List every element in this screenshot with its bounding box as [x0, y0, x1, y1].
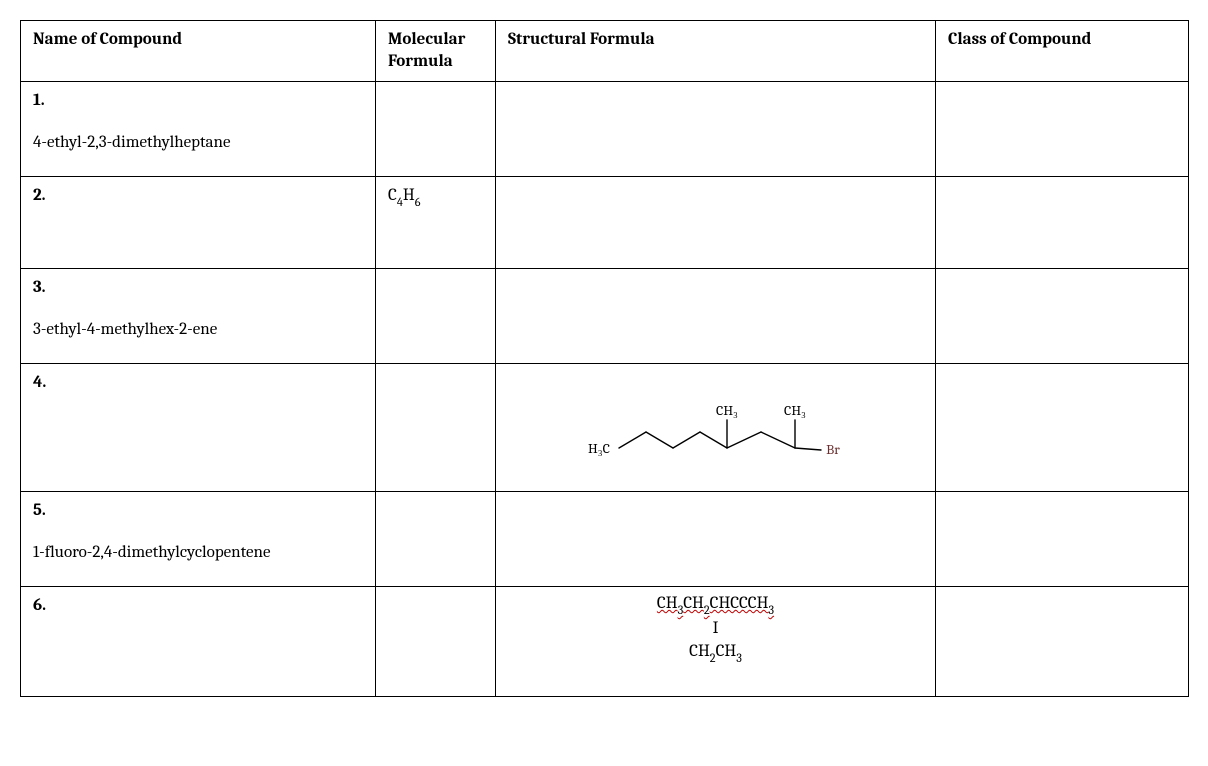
skeletal-svg-icon: H₃C CH₃ CH₃ Br	[571, 376, 861, 476]
cell-name: 3. 3-ethyl-4-methylhex-2-ene	[21, 269, 376, 364]
cell-mol: C4H6	[376, 177, 496, 269]
table-row: 5. 1-fluoro-2,4-dimethylcyclopentene	[21, 492, 1189, 587]
table-row: 3. 3-ethyl-4-methylhex-2-ene	[21, 269, 1189, 364]
row-number: 3.	[33, 277, 363, 299]
col-header-struct: Structural Formula	[496, 21, 936, 82]
table-row: 6. CH3CH2CHCCCH3 I CH2CH3	[21, 587, 1189, 697]
row-number: 5.	[33, 500, 363, 522]
svg-text:CH₃: CH₃	[716, 402, 738, 419]
cell-struct	[496, 492, 936, 587]
cell-mol	[376, 269, 496, 364]
col-header-mol: Molecular Formula	[376, 21, 496, 82]
skeletal-structure: H₃C CH₃ CH₃ Br	[508, 372, 923, 480]
svg-text:Br: Br	[826, 441, 840, 458]
cell-name: 4.	[21, 364, 376, 492]
compound-table: Name of Compound Molecular Formula Struc…	[20, 20, 1189, 697]
condensed-line3: CH2CH3	[508, 641, 923, 666]
condensed-line1: CH3CH2CHCCCH3	[508, 593, 923, 618]
cell-struct: H₃C CH₃ CH₃ Br	[496, 364, 936, 492]
cell-mol	[376, 364, 496, 492]
cell-name: 1. 4-ethyl-2,3-dimethylheptane	[21, 82, 376, 177]
cell-class	[936, 364, 1189, 492]
row-number: 4.	[33, 372, 363, 394]
compound-name: 1-fluoro-2,4-dimethylcyclopentene	[33, 543, 271, 562]
cell-class	[936, 177, 1189, 269]
svg-text:H₃C: H₃C	[588, 440, 610, 457]
compound-name: 4-ethyl-2,3-dimethylheptane	[33, 133, 231, 152]
cell-mol	[376, 492, 496, 587]
condensed-line2: I	[508, 618, 923, 641]
table-header-row: Name of Compound Molecular Formula Struc…	[21, 21, 1189, 82]
cell-struct	[496, 177, 936, 269]
table-row: 4. H₃C CH₃ CH₃ Br	[21, 364, 1189, 492]
cell-class	[936, 269, 1189, 364]
cell-struct	[496, 82, 936, 177]
col-header-name: Name of Compound	[21, 21, 376, 82]
cell-name: 6.	[21, 587, 376, 697]
row-number: 1.	[33, 90, 363, 112]
cell-mol	[376, 587, 496, 697]
cell-class	[936, 492, 1189, 587]
cell-name: 5. 1-fluoro-2,4-dimethylcyclopentene	[21, 492, 376, 587]
table-row: 2. C4H6	[21, 177, 1189, 269]
cell-class	[936, 587, 1189, 697]
cell-class	[936, 82, 1189, 177]
row-number: 6.	[33, 595, 363, 617]
svg-text:CH₃: CH₃	[784, 402, 806, 419]
cell-mol	[376, 82, 496, 177]
col-header-class: Class of Compound	[936, 21, 1189, 82]
cell-struct	[496, 269, 936, 364]
row-number: 2.	[33, 185, 363, 207]
compound-name: 3-ethyl-4-methylhex-2-ene	[33, 320, 217, 339]
table-row: 1. 4-ethyl-2,3-dimethylheptane	[21, 82, 1189, 177]
cell-name: 2.	[21, 177, 376, 269]
cell-struct: CH3CH2CHCCCH3 I CH2CH3	[496, 587, 936, 697]
molecular-formula: C4H6	[388, 186, 420, 205]
